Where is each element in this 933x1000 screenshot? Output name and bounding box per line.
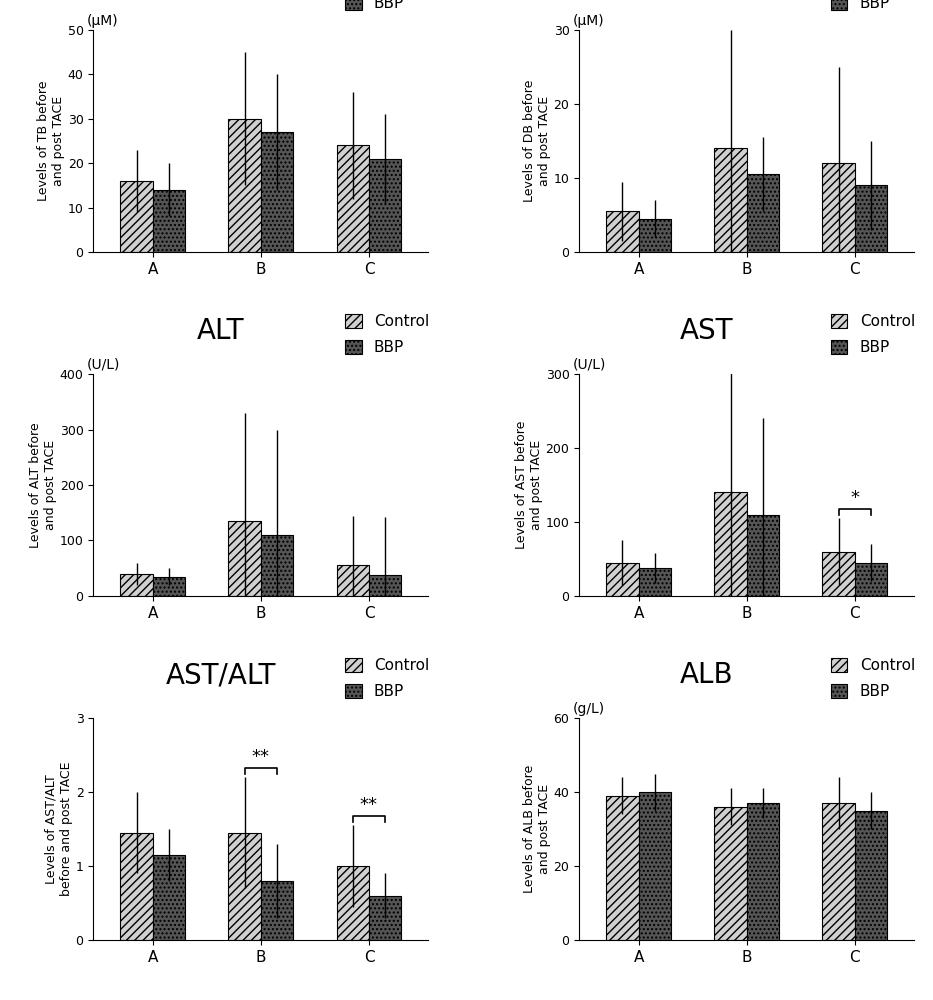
Bar bbox=[337, 145, 369, 252]
Y-axis label: Levels of ALT before
and post TACE: Levels of ALT before and post TACE bbox=[29, 422, 57, 548]
Bar bbox=[746, 515, 779, 596]
Text: TB: TB bbox=[202, 0, 239, 1]
Legend: Control, BBP: Control, BBP bbox=[825, 651, 921, 705]
Bar bbox=[715, 148, 746, 252]
Bar bbox=[337, 565, 369, 596]
Bar bbox=[823, 552, 855, 596]
Y-axis label: Levels of TB before
and post TACE: Levels of TB before and post TACE bbox=[36, 81, 64, 201]
Y-axis label: Levels of DB before
and post TACE: Levels of DB before and post TACE bbox=[522, 80, 550, 202]
Bar bbox=[715, 807, 746, 940]
Text: (U/L): (U/L) bbox=[87, 358, 120, 372]
Text: (g/L): (g/L) bbox=[573, 702, 605, 716]
Bar bbox=[855, 185, 887, 252]
Bar bbox=[261, 132, 293, 252]
Bar bbox=[229, 119, 261, 252]
Bar bbox=[120, 181, 153, 252]
Text: (μM): (μM) bbox=[573, 14, 605, 28]
Y-axis label: Levels of AST before
and post TACE: Levels of AST before and post TACE bbox=[515, 421, 543, 549]
Bar bbox=[120, 833, 153, 940]
Text: AST/ALT: AST/ALT bbox=[165, 661, 276, 689]
Bar bbox=[855, 563, 887, 596]
Legend: Control, BBP: Control, BBP bbox=[825, 307, 921, 361]
Legend: Control, BBP: Control, BBP bbox=[825, 0, 921, 17]
Bar bbox=[153, 855, 185, 940]
Text: (μM): (μM) bbox=[87, 14, 118, 28]
Bar bbox=[369, 575, 401, 596]
Legend: Control, BBP: Control, BBP bbox=[339, 0, 435, 17]
Y-axis label: Levels of AST/ALT
before and post TACE: Levels of AST/ALT before and post TACE bbox=[45, 762, 73, 896]
Bar bbox=[639, 568, 671, 596]
Bar bbox=[639, 792, 671, 940]
Bar bbox=[746, 803, 779, 940]
Bar bbox=[120, 574, 153, 596]
Bar bbox=[606, 563, 639, 596]
Bar bbox=[606, 796, 639, 940]
Bar bbox=[261, 535, 293, 596]
Text: *: * bbox=[850, 489, 859, 507]
Legend: Control, BBP: Control, BBP bbox=[339, 307, 435, 361]
Text: **: ** bbox=[360, 796, 378, 814]
Bar bbox=[715, 492, 746, 596]
Legend: Control, BBP: Control, BBP bbox=[339, 651, 435, 705]
Bar bbox=[153, 190, 185, 252]
Bar bbox=[823, 803, 855, 940]
Text: DB: DB bbox=[687, 0, 727, 1]
Bar bbox=[229, 833, 261, 940]
Bar bbox=[261, 881, 293, 940]
Bar bbox=[369, 159, 401, 252]
Text: (U/L): (U/L) bbox=[573, 358, 606, 372]
Bar bbox=[369, 896, 401, 940]
Bar bbox=[337, 866, 369, 940]
Bar bbox=[153, 577, 185, 596]
Text: ALB: ALB bbox=[680, 661, 733, 689]
Text: **: ** bbox=[252, 748, 270, 766]
Bar bbox=[746, 174, 779, 252]
Bar bbox=[855, 811, 887, 940]
Bar bbox=[823, 163, 855, 252]
Bar bbox=[606, 211, 639, 252]
Bar bbox=[229, 521, 261, 596]
Text: ALT: ALT bbox=[197, 317, 244, 345]
Bar bbox=[639, 219, 671, 252]
Text: AST: AST bbox=[680, 317, 733, 345]
Y-axis label: Levels of ALB before
and post TACE: Levels of ALB before and post TACE bbox=[522, 765, 550, 893]
